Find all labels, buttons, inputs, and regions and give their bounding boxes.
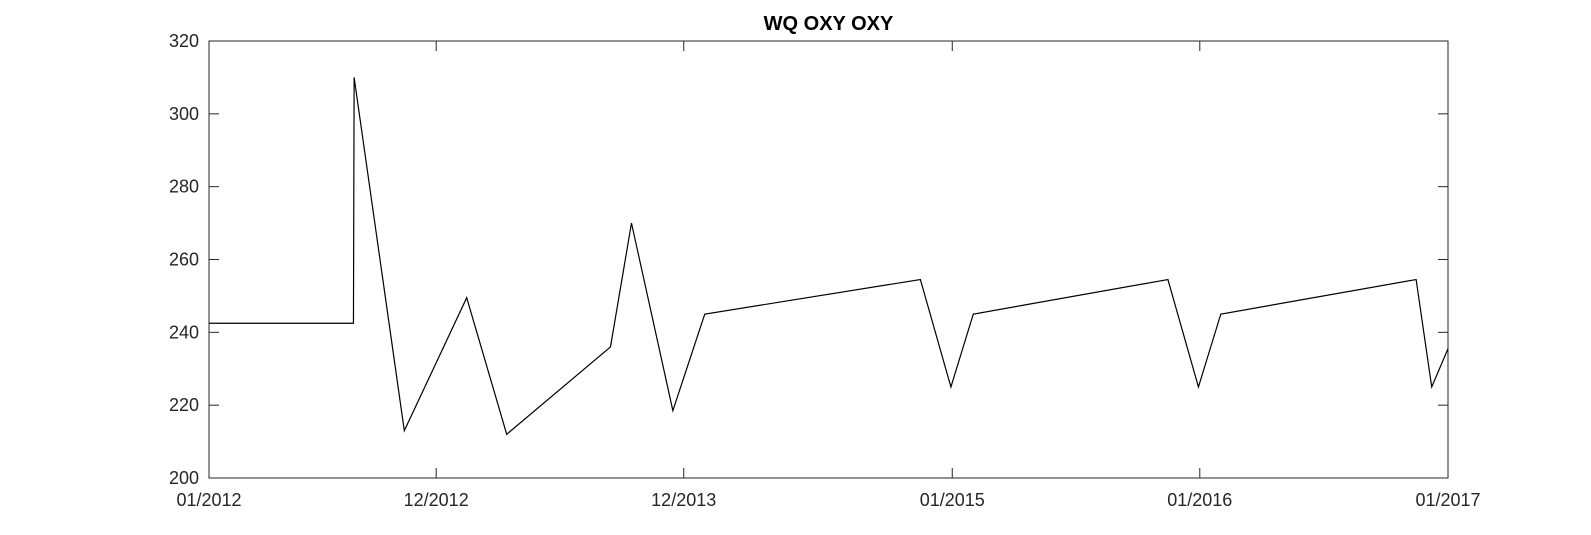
- ticks-layer: 200 220 240 260 280 300 320 01/2012 12/2012 12/20…: [169, 31, 1481, 510]
- y-tick-label: 260: [169, 250, 199, 270]
- x-tick-label: 12/2013: [651, 490, 716, 510]
- y-tick-label: 280: [169, 177, 199, 197]
- chart-title: WQ OXY OXY: [764, 13, 894, 35]
- y-tick-label: 240: [169, 322, 199, 342]
- x-tick-label: 01/2015: [920, 490, 985, 510]
- y-tick-label: 300: [169, 104, 199, 124]
- series-line: [209, 77, 1449, 436]
- x-tick-label: 01/2012: [176, 490, 241, 510]
- series-layer: [209, 77, 1449, 436]
- x-tick-label: 01/2017: [1415, 490, 1480, 510]
- x-tick-label: 12/2012: [404, 490, 469, 510]
- y-tick-label: 320: [169, 31, 199, 51]
- y-tick-label: 220: [169, 395, 199, 415]
- y-tick-label: 200: [169, 468, 199, 488]
- plot-frame: [208, 40, 1449, 479]
- x-tick-label: 01/2016: [1167, 490, 1232, 510]
